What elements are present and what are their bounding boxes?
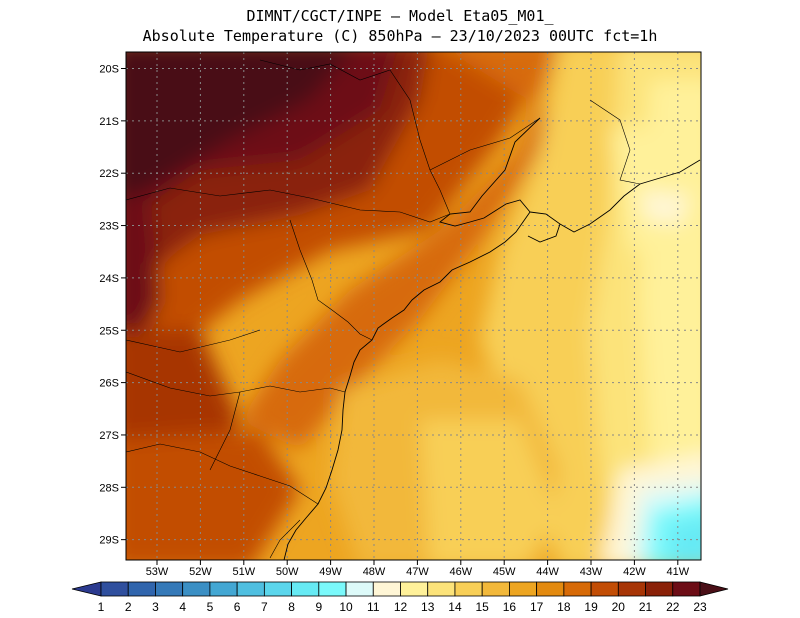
colorbar-swatch	[100, 581, 129, 597]
colorbar-label: 16	[503, 600, 517, 614]
colorbar-label: 10	[339, 600, 353, 614]
colorbar-label: 15	[476, 600, 490, 614]
colorbar: 1 2 3 4 5 6 7 8 9 10 11 12 13 14 15 16 17 18 19 20 21 22 23	[71, 581, 729, 614]
lon-label: 44W	[536, 566, 559, 578]
colorbar-label: 17	[530, 600, 544, 614]
lat-label: 22S	[99, 168, 119, 180]
lat-label: 23S	[99, 221, 119, 233]
lon-label: 43W	[580, 566, 603, 578]
lat-label: 28S	[99, 482, 119, 494]
lon-label: 46W	[449, 566, 472, 578]
colorbar-label: 23	[693, 600, 707, 614]
colorbar-label: 7	[261, 600, 268, 614]
lon-label: 48W	[363, 566, 386, 578]
colorbar-label: 8	[288, 600, 295, 614]
colorbar-arrow-high	[699, 581, 729, 597]
lon-label: 47W	[406, 566, 429, 578]
colorbar-swatch	[590, 581, 619, 597]
colorbar-label: 5	[207, 600, 214, 614]
longitude-axis: 53W 52W 51W 50W 49W 48W 47W 46W 45W 44W 43W 42W 41W	[146, 560, 690, 578]
colorbar-swatch	[155, 581, 184, 597]
colorbar-label: 6	[234, 600, 241, 614]
colorbar-label: 2	[125, 600, 132, 614]
latitude-axis: 20S 21S 22S 23S 24S 25S 26S 27S 28S 29S	[99, 64, 126, 547]
graticule	[126, 52, 701, 560]
colorbar-swatch	[263, 581, 292, 597]
lon-label: 45W	[493, 566, 516, 578]
colorbar-label: 9	[315, 600, 322, 614]
colorbar-label: 14	[448, 600, 462, 614]
lat-label: 21S	[99, 116, 119, 128]
colorbar-label: 3	[152, 600, 159, 614]
lat-label: 20S	[99, 64, 119, 76]
colorbar-swatch	[209, 581, 238, 597]
colorbar-swatch	[509, 581, 538, 597]
colorbar-swatch	[481, 581, 510, 597]
lat-label: 24S	[99, 273, 119, 285]
colorbar-label: 13	[421, 600, 435, 614]
colorbar-label: 4	[179, 600, 186, 614]
colorbar-swatch	[345, 581, 374, 597]
colorbar-swatch	[236, 581, 265, 597]
colorbar-swatch	[454, 581, 483, 597]
title-line-1: DIMNT/CGCT/INPE – Model Eta05_M01_	[246, 7, 554, 25]
colorbar-label: 19	[584, 600, 598, 614]
lat-label: 25S	[99, 325, 119, 337]
lon-label: 41W	[666, 566, 689, 578]
colorbar-swatch	[617, 581, 646, 597]
colorbar-swatch	[400, 581, 429, 597]
lon-label: 49W	[319, 566, 342, 578]
colorbar-swatch	[427, 581, 456, 597]
title-line-2: Absolute Temperature (C) 850hPa – 23/10/…	[142, 27, 658, 45]
lat-label: 26S	[99, 378, 119, 390]
colorbar-swatch	[645, 581, 674, 597]
coastline	[283, 117, 701, 560]
colorbar-label: 12	[394, 600, 408, 614]
colorbar-swatch	[127, 581, 156, 597]
lon-label: 51W	[232, 566, 255, 578]
colorbar-arrow-low	[71, 581, 102, 597]
colorbar-label: 11	[367, 600, 380, 614]
colorbar-label: 18	[557, 600, 571, 614]
lon-label: 50W	[276, 566, 299, 578]
lat-label: 29S	[99, 535, 119, 547]
colorbar-swatch	[372, 581, 401, 597]
colorbar-label: 22	[666, 600, 680, 614]
colorbar-label: 20	[612, 600, 626, 614]
colorbar-swatch	[536, 581, 565, 597]
colorbar-swatch	[318, 581, 347, 597]
lon-label: 53W	[146, 566, 169, 578]
colorbar-label: 21	[639, 600, 653, 614]
colorbar-swatch	[182, 581, 211, 597]
lon-label: 42W	[623, 566, 646, 578]
temperature-field	[126, 52, 701, 560]
lon-label: 52W	[189, 566, 212, 578]
colorbar-swatch	[291, 581, 320, 597]
lat-label: 27S	[99, 430, 119, 442]
state-borders	[126, 59, 641, 559]
colorbar-label: 1	[98, 600, 105, 614]
colorbar-swatch	[563, 581, 592, 597]
colorbar-swatch	[672, 581, 701, 597]
map-frame	[125, 51, 702, 561]
